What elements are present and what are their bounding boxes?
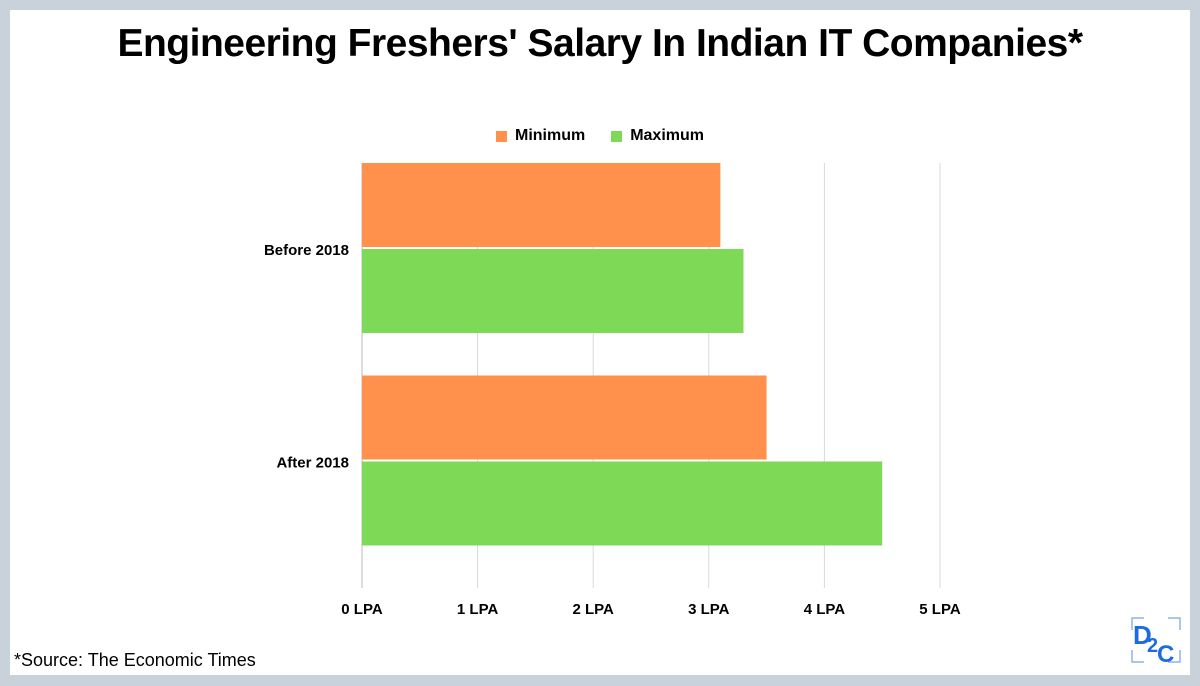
x-tick-label: 5 LPA bbox=[919, 601, 961, 618]
source-note: *Source: The Economic Times bbox=[14, 650, 256, 670]
legend-label-maximum: Maximum bbox=[630, 127, 704, 144]
chart-title: Engineering Freshers' Salary In Indian I… bbox=[117, 22, 1083, 65]
svg-text:C: C bbox=[1157, 641, 1174, 666]
x-tick-label: 0 LPA bbox=[341, 601, 383, 618]
bar-minimum bbox=[362, 375, 767, 460]
y-category-label: After 2018 bbox=[276, 455, 349, 472]
x-tick-label: 1 LPA bbox=[457, 601, 499, 618]
legend-item-minimum: Minimum bbox=[495, 127, 586, 145]
legend-item-maximum: Maximum bbox=[611, 127, 704, 145]
legend: Minimum Maximum bbox=[0, 127, 1200, 145]
svg-text:2: 2 bbox=[1147, 635, 1158, 657]
y-category-label: Before 2018 bbox=[264, 242, 349, 259]
legend-swatch-maximum bbox=[611, 130, 623, 142]
x-tick-label: 3 LPA bbox=[688, 601, 730, 618]
chart-card bbox=[10, 10, 1190, 675]
legend-label-minimum: Minimum bbox=[514, 127, 586, 144]
svg-text:D: D bbox=[1133, 620, 1152, 650]
bar-maximum bbox=[362, 249, 744, 333]
bar-maximum bbox=[362, 461, 883, 546]
bar-minimum bbox=[362, 163, 721, 247]
legend-swatch-minimum bbox=[495, 130, 507, 142]
x-tick-label: 4 LPA bbox=[804, 601, 846, 618]
x-tick-label: 2 LPA bbox=[572, 601, 614, 618]
d2c-logo: D 2 C bbox=[1131, 617, 1181, 666]
